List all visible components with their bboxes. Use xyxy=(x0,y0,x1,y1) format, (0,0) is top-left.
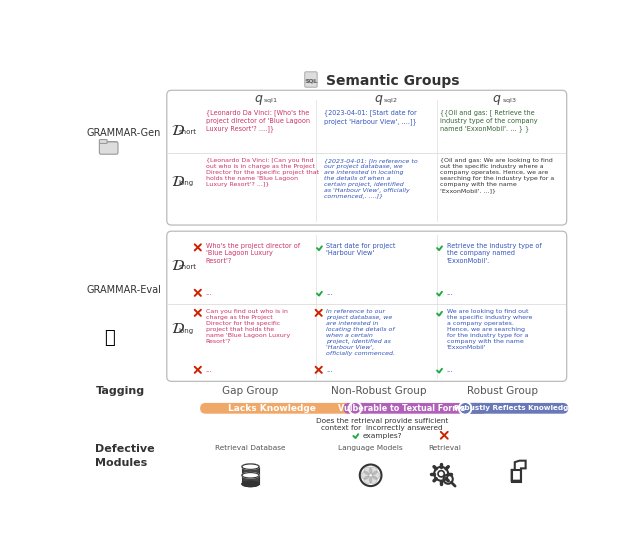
Polygon shape xyxy=(364,467,372,474)
Text: GRAMMAR-Gen: GRAMMAR-Gen xyxy=(86,128,161,138)
Text: short: short xyxy=(179,129,196,135)
Polygon shape xyxy=(369,476,377,484)
Polygon shape xyxy=(362,472,369,479)
Text: Robust Group: Robust Group xyxy=(467,386,538,395)
Text: $q$: $q$ xyxy=(492,92,502,106)
Ellipse shape xyxy=(242,481,259,487)
Text: $\mathcal{D}$: $\mathcal{D}$ xyxy=(172,258,186,273)
Text: $\mathcal{D}$: $\mathcal{D}$ xyxy=(172,123,186,138)
Polygon shape xyxy=(364,476,372,484)
FancyBboxPatch shape xyxy=(167,90,566,225)
Ellipse shape xyxy=(242,464,259,469)
Text: Start date for project
'Harbour View': Start date for project 'Harbour View' xyxy=(326,242,396,256)
Ellipse shape xyxy=(242,473,259,478)
Text: $_{\mathsf{sql1}}$: $_{\mathsf{sql1}}$ xyxy=(263,96,278,106)
Text: ...: ... xyxy=(447,290,453,296)
Text: We are looking to find out
the specific industry where
a company operates.
Hence: We are looking to find out the specific … xyxy=(447,309,532,350)
Circle shape xyxy=(351,404,360,413)
Text: Defective
Modules: Defective Modules xyxy=(95,445,155,468)
Text: ...: ... xyxy=(205,367,212,373)
Ellipse shape xyxy=(242,464,259,469)
FancyBboxPatch shape xyxy=(200,403,371,414)
Text: $\mathcal{D}$: $\mathcal{D}$ xyxy=(172,174,186,189)
Text: $_{\mathsf{sql2}}$: $_{\mathsf{sql2}}$ xyxy=(383,96,397,106)
FancyBboxPatch shape xyxy=(458,403,568,414)
FancyBboxPatch shape xyxy=(99,142,118,154)
Circle shape xyxy=(459,402,472,415)
Polygon shape xyxy=(372,472,380,479)
Text: $\mathcal{D}$: $\mathcal{D}$ xyxy=(172,321,186,337)
Text: GRAMMAR-Eval: GRAMMAR-Eval xyxy=(86,286,161,296)
Circle shape xyxy=(461,404,470,413)
Polygon shape xyxy=(242,466,259,484)
Text: {Leonardo Da Vinci: [Can you find
out who is in charge as the Project
Director f: {Leonardo Da Vinci: [Can you find out wh… xyxy=(205,158,319,187)
FancyBboxPatch shape xyxy=(305,72,317,87)
Text: ⊏: ⊏ xyxy=(100,138,119,158)
Text: Tagging: Tagging xyxy=(95,386,145,395)
Text: $q$: $q$ xyxy=(374,92,383,106)
Text: long: long xyxy=(179,328,193,334)
Text: {Leonardo Da Vinci: [Who's the
project director of 'Blue Lagoon
Luxury Resort'? : {Leonardo Da Vinci: [Who's the project d… xyxy=(205,110,310,132)
FancyBboxPatch shape xyxy=(167,231,566,381)
Text: {2023-04-01: [In reference to
our project database, we
are interested in locatin: {2023-04-01: [In reference to our projec… xyxy=(324,158,418,199)
Text: Robustly Reflects Knowledge: Robustly Reflects Knowledge xyxy=(454,405,573,411)
Text: Can you find out who is in
charge as the Project
Director for the specific
proje: Can you find out who is in charge as the… xyxy=(205,309,290,344)
Text: SQL: SQL xyxy=(305,78,317,83)
Text: Retrieval: Retrieval xyxy=(428,445,461,451)
Ellipse shape xyxy=(242,473,259,478)
Polygon shape xyxy=(369,467,377,474)
Text: ...: ... xyxy=(326,290,333,296)
Text: Retrieval Database: Retrieval Database xyxy=(215,445,285,451)
Text: Does the retrieval provide sufficient
context for  incorrectly answered
examples: Does the retrieval provide sufficient co… xyxy=(316,418,449,438)
Text: $q$: $q$ xyxy=(253,92,263,106)
Text: Semantic Groups: Semantic Groups xyxy=(326,74,460,88)
Text: ...: ... xyxy=(326,367,333,373)
Text: $_{\mathsf{sql3}}$: $_{\mathsf{sql3}}$ xyxy=(502,96,516,106)
Text: Lacks Knowledge: Lacks Knowledge xyxy=(228,404,316,413)
FancyBboxPatch shape xyxy=(99,139,107,143)
Text: long: long xyxy=(179,180,193,186)
Text: In reference to our
project database, we
are interested in
locating the details : In reference to our project database, we… xyxy=(326,309,396,356)
Text: Who's the project director of
'Blue Lagoon Luxury
Resort'?: Who's the project director of 'Blue Lago… xyxy=(205,242,300,264)
Text: {Oil and gas: We are looking to find
out the specific industry where a
company o: {Oil and gas: We are looking to find out… xyxy=(440,158,555,193)
Text: 🧩: 🧩 xyxy=(104,329,115,347)
Text: SQL: SQL xyxy=(304,78,318,83)
Circle shape xyxy=(349,402,362,415)
Text: Language Models: Language Models xyxy=(339,445,403,451)
FancyBboxPatch shape xyxy=(344,403,487,414)
Text: Retrieve the industry type of
the company named
'ExxonMobil'.: Retrieve the industry type of the compan… xyxy=(447,242,541,264)
Text: {2023-04-01: [Start date for
project 'Harbour View', ....]}: {2023-04-01: [Start date for project 'Ha… xyxy=(324,110,417,124)
Text: ...: ... xyxy=(205,290,212,296)
Text: Gap Group: Gap Group xyxy=(222,386,278,395)
Text: {{Oil and gas: [ Retrieve the
industry type of the company
named 'ExxonMobil'. .: {{Oil and gas: [ Retrieve the industry t… xyxy=(440,110,538,132)
Text: Non-Robust Group: Non-Robust Group xyxy=(331,386,426,395)
Text: Vulberable to Textual Forms: Vulberable to Textual Forms xyxy=(338,404,465,413)
Text: short: short xyxy=(179,264,196,270)
Text: ...: ... xyxy=(447,367,453,373)
